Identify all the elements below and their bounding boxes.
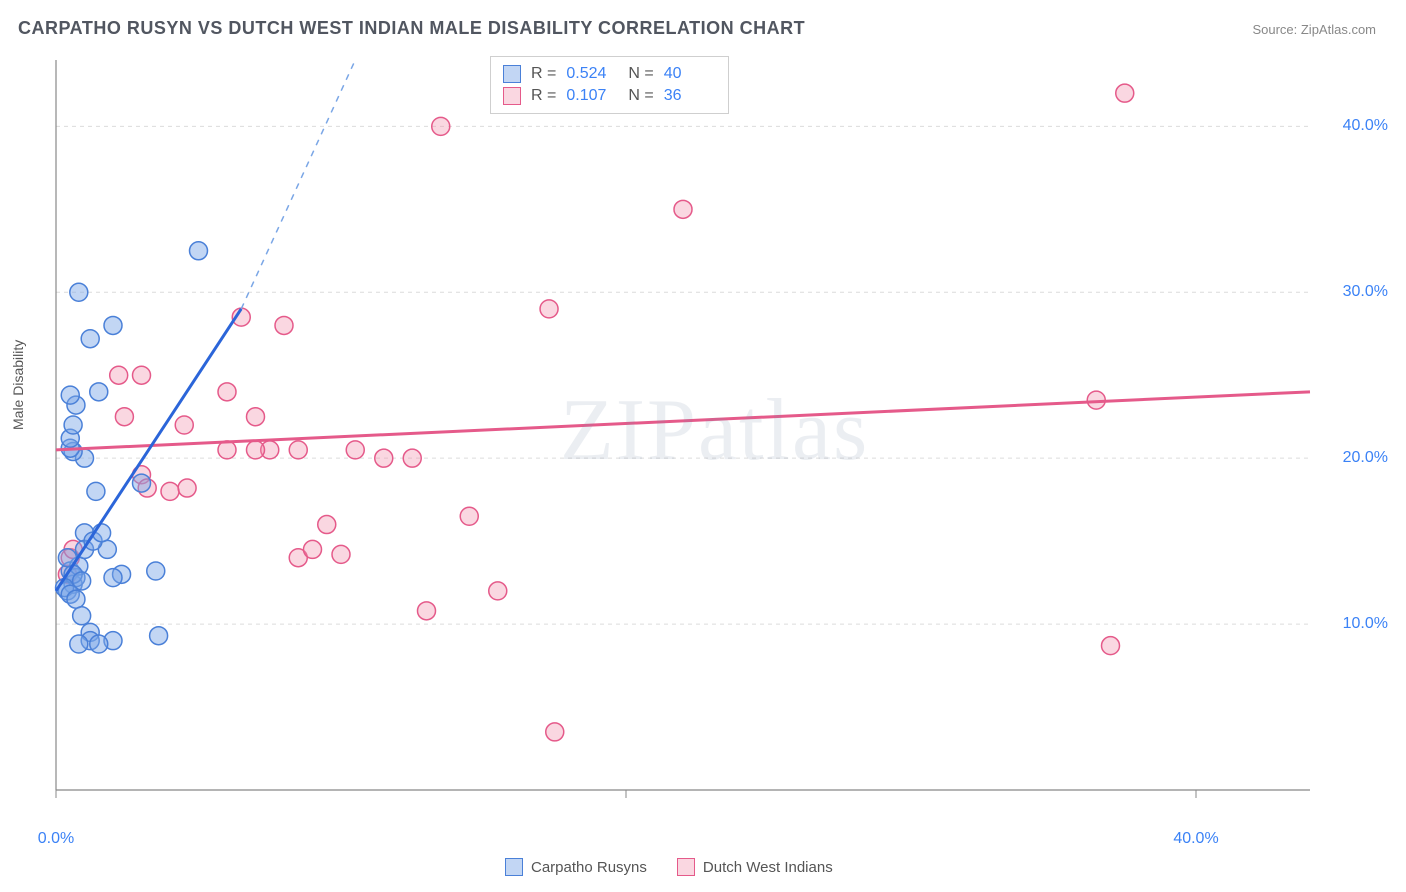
y-tick-label: 40.0% — [1343, 117, 1388, 135]
correlation-stats-box: R = 0.524 N = 40 R = 0.107 N = 36 — [490, 56, 729, 114]
x-tick-label: 0.0% — [38, 830, 74, 848]
stats-row-series-2: R = 0.107 N = 36 — [503, 85, 716, 107]
legend-item-2: Dutch West Indians — [677, 858, 833, 876]
n-label: N = — [628, 87, 653, 105]
y-tick-label: 10.0% — [1343, 615, 1388, 633]
r-label: R = — [531, 87, 556, 105]
legend-label-1: Carpatho Rusyns — [531, 859, 647, 876]
y-tick-label: 30.0% — [1343, 283, 1388, 301]
chart-title: CARPATHO RUSYN VS DUTCH WEST INDIAN MALE… — [18, 18, 805, 39]
series-1-swatch — [503, 65, 521, 83]
plot-area — [50, 50, 1370, 820]
y-axis-label: Male Disability — [10, 340, 26, 430]
legend-label-2: Dutch West Indians — [703, 859, 833, 876]
stats-row-series-1: R = 0.524 N = 40 — [503, 63, 716, 85]
legend-swatch-1 — [505, 858, 523, 876]
r-value-2: 0.107 — [566, 87, 618, 105]
legend-item-1: Carpatho Rusyns — [505, 858, 647, 876]
r-label: R = — [531, 65, 556, 83]
x-tick-label: 40.0% — [1173, 830, 1218, 848]
n-value-1: 40 — [664, 65, 716, 83]
scatter-plot — [50, 50, 1370, 820]
source-label: Source: ZipAtlas.com — [1252, 22, 1376, 37]
series-2-swatch — [503, 87, 521, 105]
r-value-1: 0.524 — [566, 65, 618, 83]
n-label: N = — [628, 65, 653, 83]
legend: Carpatho Rusyns Dutch West Indians — [505, 858, 833, 876]
n-value-2: 36 — [664, 87, 716, 105]
legend-swatch-2 — [677, 858, 695, 876]
y-tick-label: 20.0% — [1343, 449, 1388, 467]
